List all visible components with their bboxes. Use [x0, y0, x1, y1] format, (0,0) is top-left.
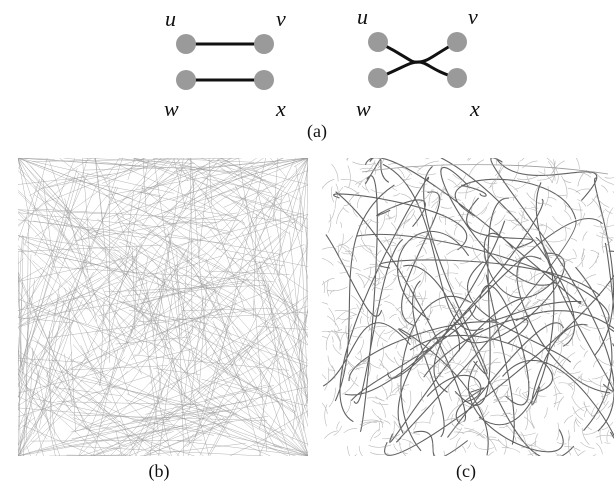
label-w-right: w [356, 96, 371, 121]
label-x-right: x [470, 96, 480, 121]
bundled-fringe-edges [322, 158, 614, 456]
label-u-left: u [165, 6, 176, 31]
bundled-backbone-edges [322, 158, 614, 456]
network-edges [18, 158, 308, 456]
label-w-left: w [164, 96, 179, 121]
node-v-left [254, 34, 274, 54]
label-u-right: u [357, 4, 368, 29]
label-v-left: v [276, 6, 286, 31]
node-u-left [176, 34, 196, 54]
node-x-left [254, 70, 274, 90]
panel-b-straight-network [18, 158, 308, 456]
panel-c-bundled-network [322, 158, 614, 456]
node-u-right [368, 32, 388, 52]
caption-a: (a) [307, 121, 327, 141]
node-x-right [447, 68, 467, 88]
outer-arc-edge [361, 164, 609, 175]
caption-c: (c) [456, 461, 476, 481]
node-w-right [368, 68, 388, 88]
label-v-right: v [468, 4, 478, 29]
label-x-left: x [276, 96, 286, 121]
node-v-right [447, 32, 467, 52]
node-w-left [176, 70, 196, 90]
caption-b: (b) [148, 461, 170, 481]
panel-a-diagram [176, 32, 467, 90]
bundled-edge-w-v [377, 40, 458, 80]
